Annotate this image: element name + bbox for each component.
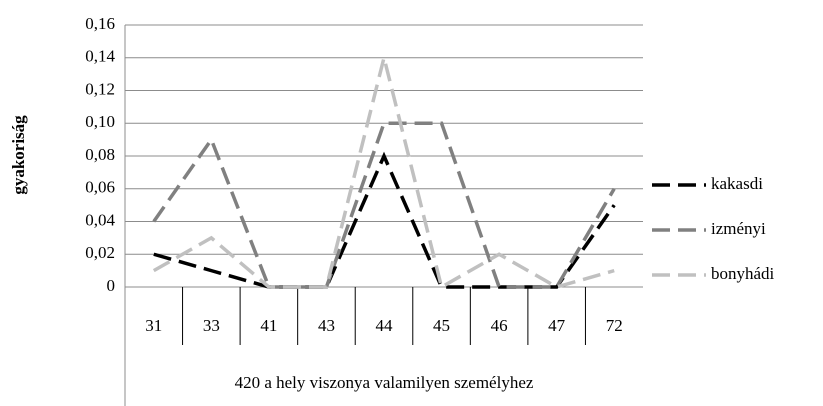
y-tick-label: 0,14: [85, 47, 115, 66]
x-tick-label: 31: [145, 316, 162, 335]
y-tick-label: 0,08: [85, 145, 115, 164]
x-tick-label: 72: [606, 316, 623, 335]
legend-label: bonyhádi: [711, 264, 775, 283]
x-tick-label: 44: [376, 316, 394, 335]
x-tick-label: 33: [203, 316, 220, 335]
series-line: [152, 57, 615, 290]
y-tick-label: 0: [107, 276, 116, 295]
y-tick-label: 0,16: [85, 14, 115, 33]
x-tick-label: 46: [491, 316, 508, 335]
y-tick-label: 0,10: [85, 112, 115, 131]
y-tick-label: 0,06: [85, 178, 115, 197]
y-axis-label: gyakoriság: [9, 115, 28, 195]
x-tick-label: 47: [548, 316, 566, 335]
legend-label: kakasdi: [711, 174, 763, 193]
x-tick-label: 41: [260, 316, 277, 335]
x-tick-label: 45: [433, 316, 450, 335]
x-axis-label: 420 a hely viszonya valamilyen személyhe…: [235, 373, 534, 392]
series-line: [152, 121, 616, 289]
y-tick-label: 0,04: [85, 210, 115, 229]
x-tick-label: 43: [318, 316, 335, 335]
legend-label: izményi: [711, 219, 766, 238]
y-tick-label: 0,12: [85, 79, 115, 98]
y-tick-label: 0,02: [85, 243, 115, 262]
